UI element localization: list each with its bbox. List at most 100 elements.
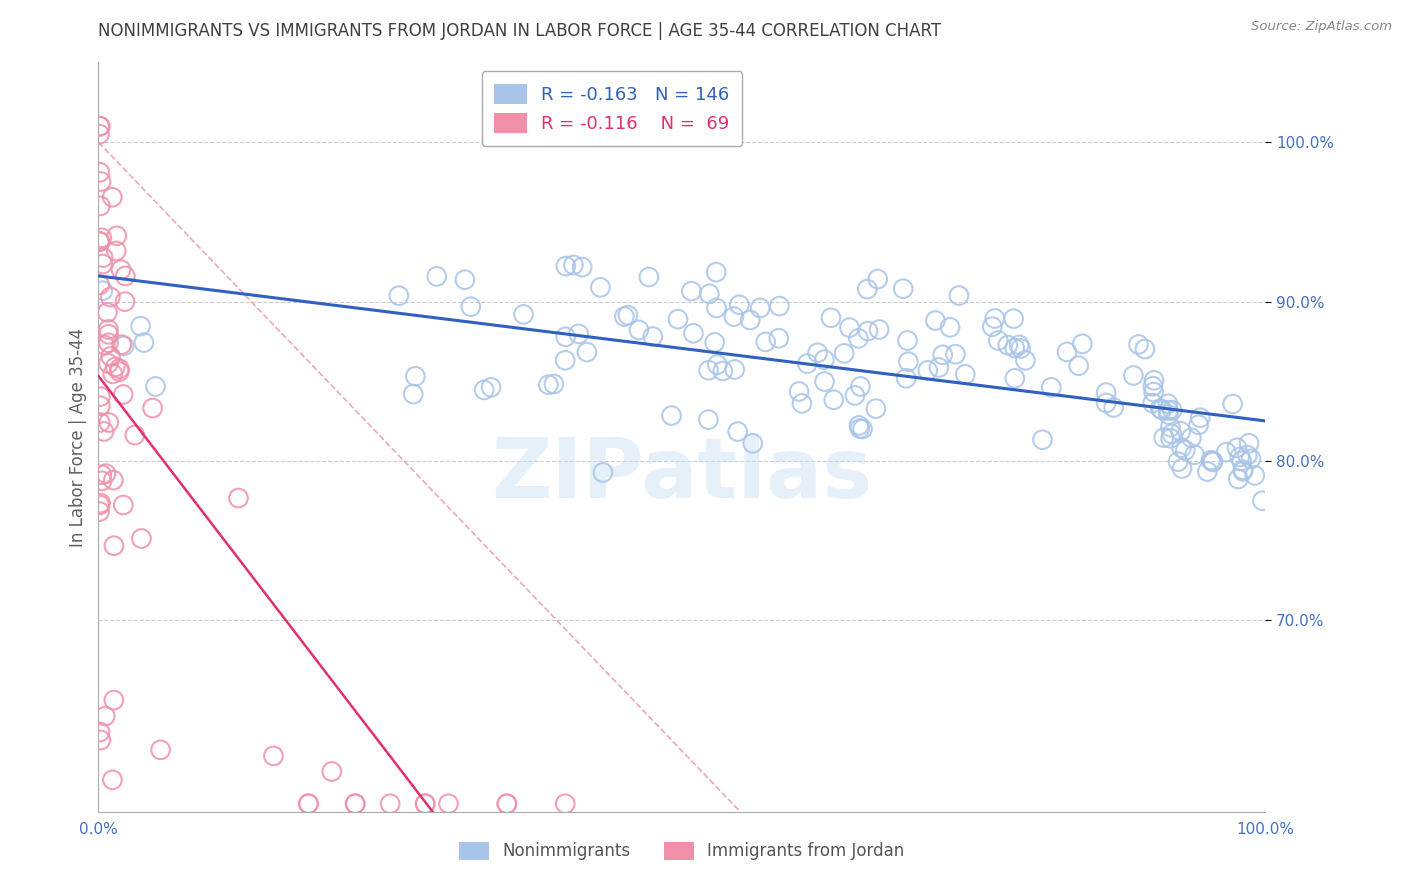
Point bbox=[101, 772, 124, 787]
Point bbox=[111, 337, 134, 351]
Point bbox=[112, 387, 135, 401]
Point bbox=[89, 277, 111, 292]
Point bbox=[928, 360, 950, 375]
Point bbox=[838, 320, 860, 334]
Text: Source: ZipAtlas.com: Source: ZipAtlas.com bbox=[1251, 20, 1392, 33]
Point bbox=[103, 693, 125, 707]
Point bbox=[404, 369, 426, 384]
Point bbox=[101, 190, 124, 204]
Point bbox=[460, 300, 482, 314]
Point bbox=[93, 338, 115, 352]
Point bbox=[413, 797, 436, 811]
Point bbox=[1153, 431, 1175, 445]
Point bbox=[1170, 425, 1192, 439]
Point bbox=[897, 354, 920, 368]
Point bbox=[741, 436, 763, 450]
Point bbox=[1142, 396, 1164, 410]
Point bbox=[1067, 359, 1090, 373]
Point bbox=[704, 265, 727, 279]
Point bbox=[813, 352, 835, 367]
Point bbox=[856, 324, 879, 338]
Point bbox=[682, 326, 704, 341]
Point bbox=[1008, 338, 1031, 352]
Point bbox=[997, 338, 1019, 352]
Point bbox=[89, 235, 111, 249]
Point bbox=[1230, 454, 1253, 468]
Point bbox=[104, 359, 127, 374]
Point bbox=[1161, 403, 1184, 417]
Point bbox=[1157, 397, 1180, 411]
Point bbox=[105, 244, 128, 258]
Point bbox=[1102, 401, 1125, 415]
Point bbox=[89, 199, 111, 213]
Text: ZIPatlas: ZIPatlas bbox=[492, 434, 872, 515]
Point bbox=[866, 272, 889, 286]
Point bbox=[108, 361, 131, 376]
Point bbox=[627, 323, 650, 337]
Point bbox=[1142, 385, 1164, 400]
Point bbox=[987, 334, 1010, 348]
Point bbox=[89, 127, 111, 141]
Point bbox=[472, 383, 495, 397]
Point bbox=[924, 313, 946, 327]
Point bbox=[1149, 401, 1171, 416]
Point bbox=[90, 733, 112, 747]
Point bbox=[149, 743, 172, 757]
Point bbox=[851, 422, 873, 436]
Point bbox=[1232, 464, 1254, 478]
Point bbox=[1227, 472, 1250, 486]
Point bbox=[728, 298, 751, 312]
Point bbox=[97, 327, 120, 342]
Point bbox=[129, 319, 152, 334]
Point bbox=[844, 388, 866, 402]
Point bbox=[723, 310, 745, 324]
Point bbox=[380, 797, 402, 811]
Point bbox=[984, 311, 1007, 326]
Point bbox=[1188, 417, 1211, 432]
Point bbox=[89, 505, 111, 519]
Point bbox=[617, 308, 640, 322]
Point bbox=[496, 797, 519, 811]
Point bbox=[108, 365, 131, 379]
Point bbox=[666, 312, 689, 326]
Point bbox=[592, 466, 614, 480]
Point bbox=[1095, 396, 1118, 410]
Point bbox=[917, 363, 939, 377]
Point bbox=[768, 331, 790, 345]
Point bbox=[96, 305, 118, 319]
Point bbox=[727, 425, 749, 439]
Point bbox=[613, 310, 636, 324]
Point bbox=[661, 409, 683, 423]
Point bbox=[1197, 465, 1219, 479]
Point bbox=[402, 387, 425, 401]
Point bbox=[228, 491, 250, 505]
Point bbox=[94, 467, 117, 481]
Point bbox=[981, 319, 1004, 334]
Point bbox=[124, 428, 146, 442]
Point bbox=[1133, 342, 1156, 356]
Point bbox=[321, 764, 343, 779]
Point bbox=[706, 301, 728, 315]
Point bbox=[100, 350, 122, 364]
Point bbox=[768, 299, 790, 313]
Point bbox=[89, 235, 111, 249]
Point bbox=[896, 371, 918, 385]
Point bbox=[891, 282, 914, 296]
Point bbox=[114, 294, 136, 309]
Point bbox=[1056, 345, 1078, 359]
Point bbox=[931, 348, 953, 362]
Point bbox=[1189, 410, 1212, 425]
Point bbox=[589, 280, 612, 294]
Point bbox=[512, 307, 534, 321]
Point bbox=[91, 284, 114, 298]
Point bbox=[755, 334, 778, 349]
Point bbox=[537, 377, 560, 392]
Point bbox=[711, 364, 734, 378]
Point bbox=[1002, 311, 1025, 326]
Y-axis label: In Labor Force | Age 35-44: In Labor Force | Age 35-44 bbox=[69, 327, 87, 547]
Point bbox=[1142, 379, 1164, 393]
Point bbox=[575, 345, 598, 359]
Point bbox=[1159, 420, 1181, 434]
Point bbox=[790, 396, 813, 410]
Point bbox=[856, 282, 879, 296]
